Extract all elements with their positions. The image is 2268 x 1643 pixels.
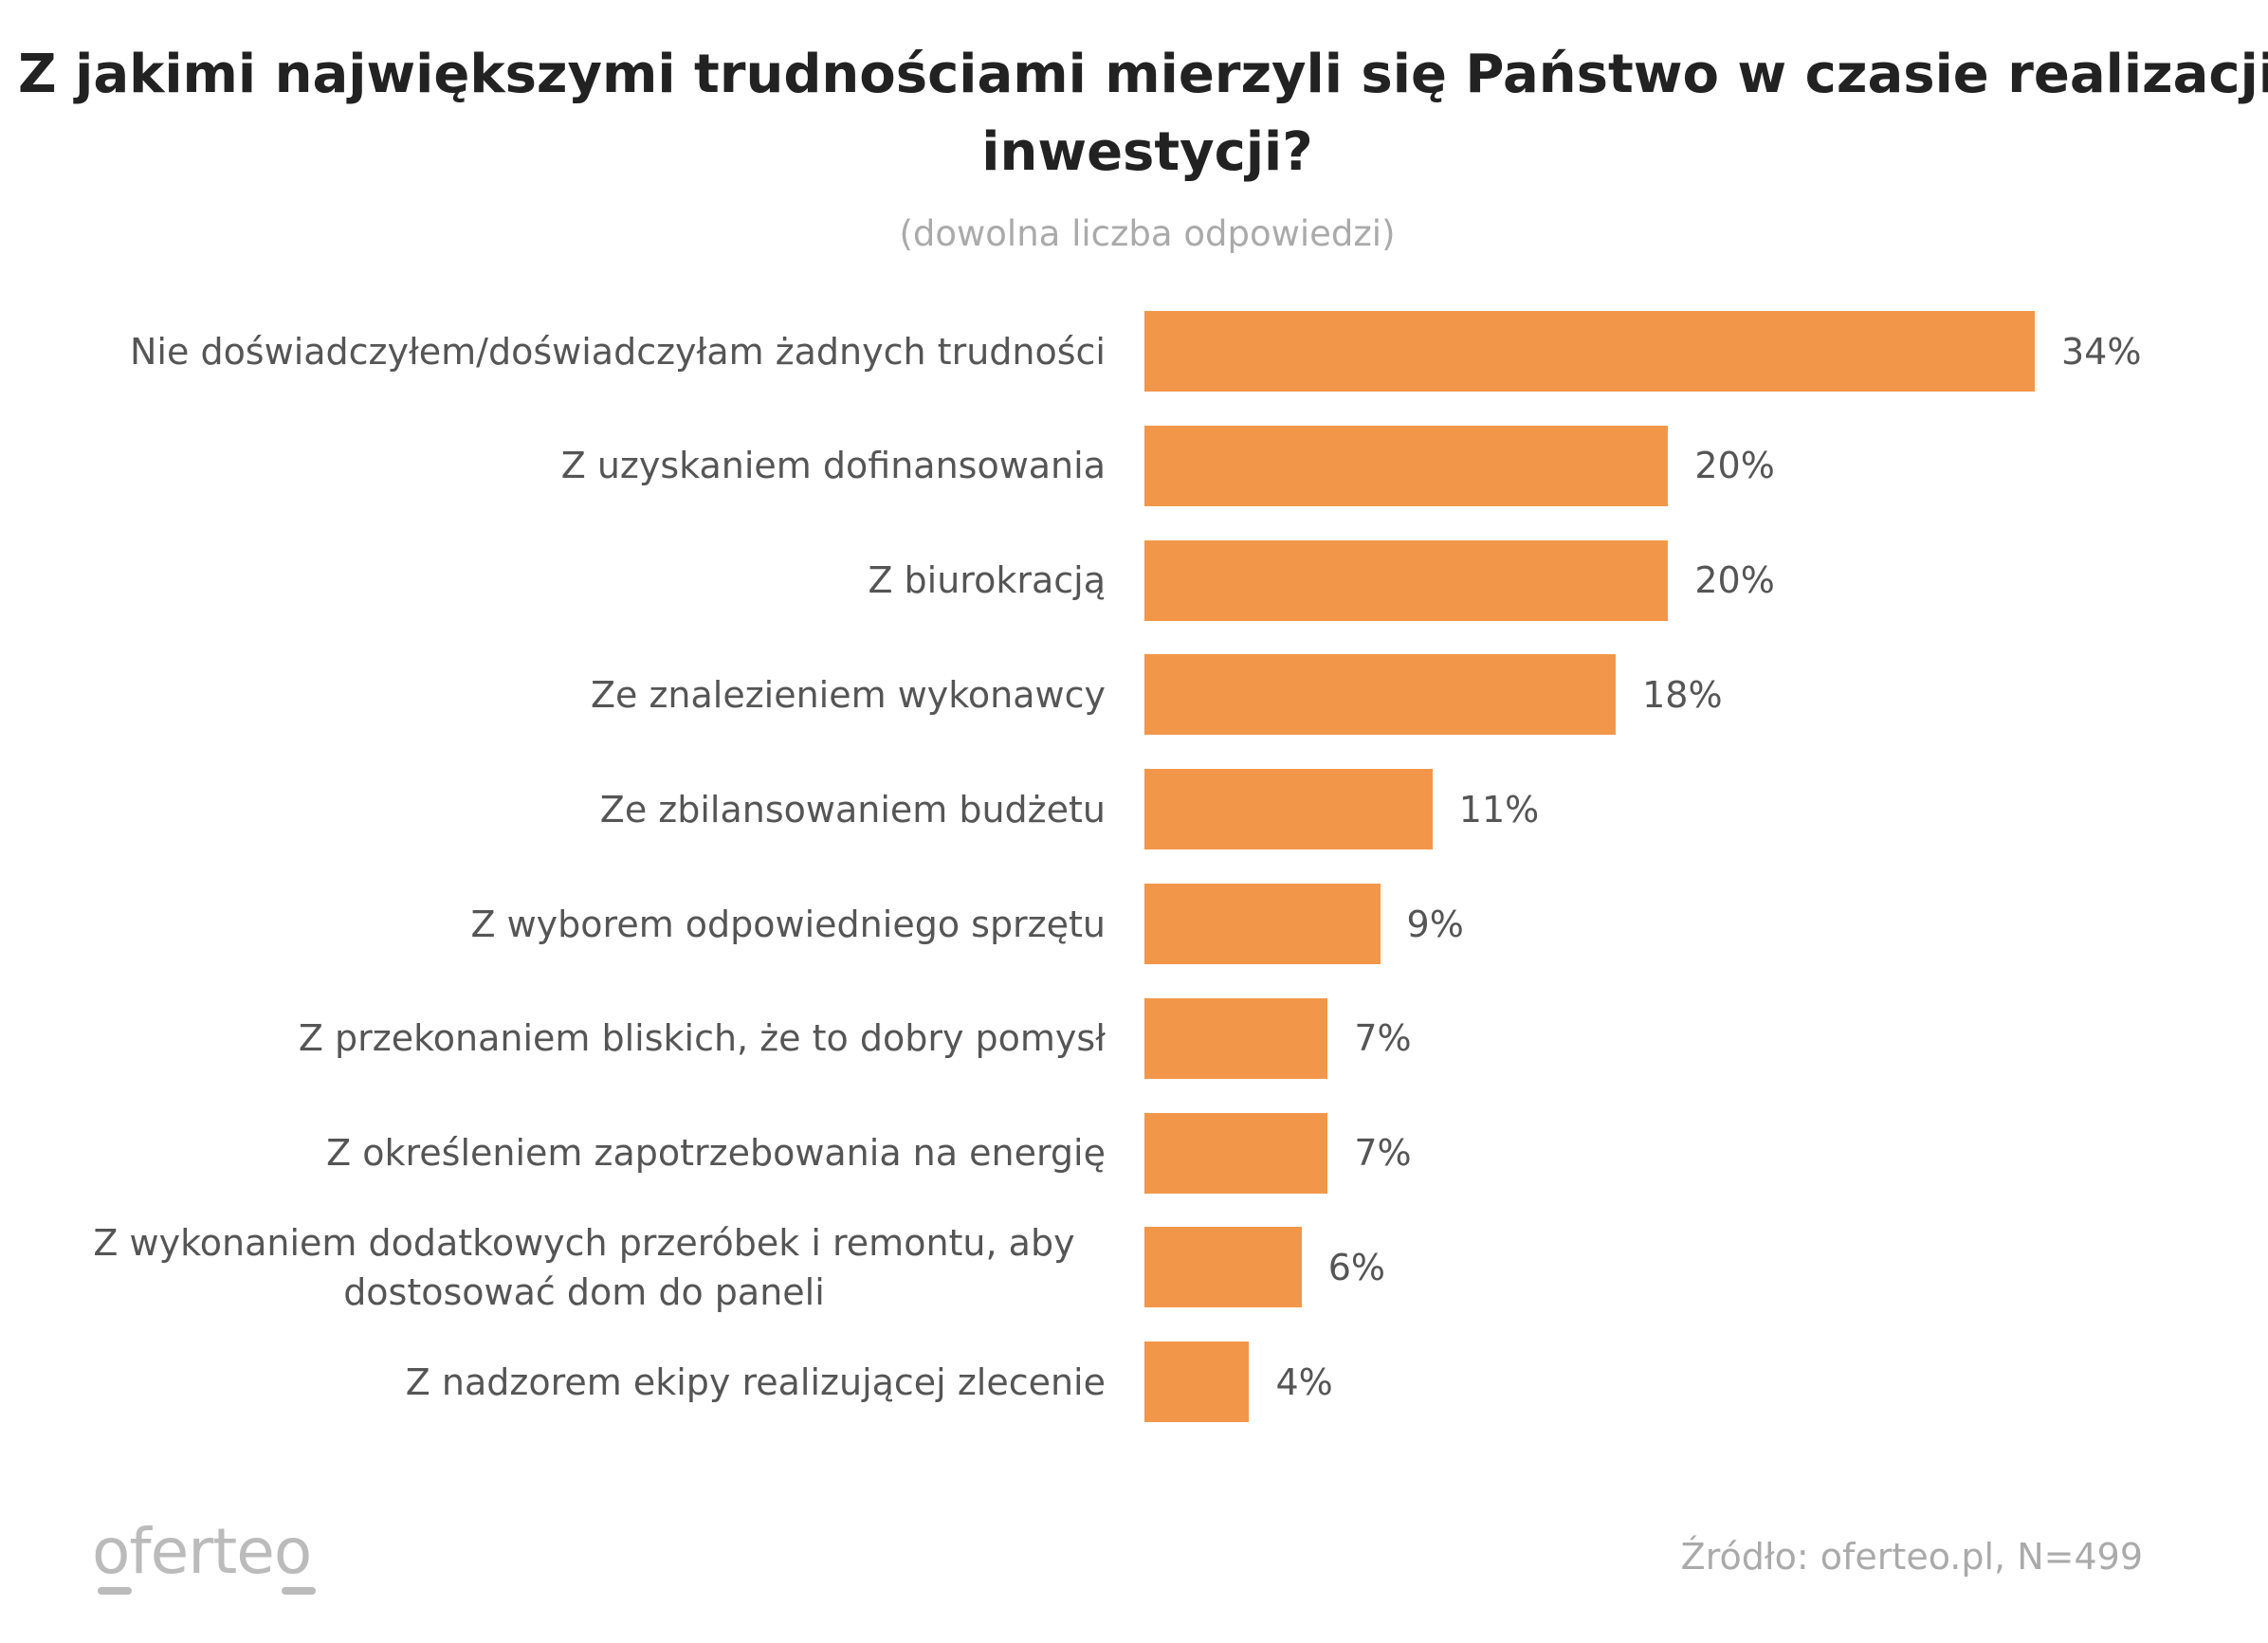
logo-text: oferteo — [92, 1515, 312, 1588]
bar — [1144, 654, 1617, 736]
value-label: 7% — [1354, 1017, 1412, 1060]
bar — [1144, 769, 1433, 850]
category-label: Z wykonaniem dodatkowych przeróbek i rem… — [93, 1221, 1075, 1313]
value-label: 18% — [1642, 673, 1723, 716]
category-label: Z przekonaniem bliskich, że to dobry pom… — [298, 1017, 1106, 1060]
category-label: Ze znalezieniem wykonawcy — [590, 673, 1106, 716]
oferteo-logo: oferteo — [92, 1515, 316, 1595]
bar — [1144, 1112, 1328, 1194]
category-label: Nie doświadczyłem/doświadczyłam żadnych … — [130, 330, 1106, 373]
chart-title: Z jakimi największymi trudnościami mierz… — [18, 44, 2268, 183]
logo-underline — [98, 1587, 132, 1595]
value-label: 20% — [1694, 445, 1775, 487]
bar — [1144, 997, 1328, 1079]
value-label: 9% — [1406, 903, 1464, 945]
value-label: 7% — [1354, 1132, 1412, 1175]
value-label: 20% — [1694, 559, 1775, 602]
category-label: Z określeniem zapotrzebowania na energię — [326, 1132, 1106, 1175]
value-label: 11% — [1458, 788, 1540, 831]
bar — [1144, 884, 1381, 964]
category-label: Z uzyskaniem dofinansowania — [560, 445, 1106, 487]
chart-subtitle: (dowolna liczba odpowiedzi) — [899, 213, 1396, 254]
bar — [1144, 311, 2035, 392]
bar — [1144, 425, 1669, 506]
logo-underline — [282, 1587, 316, 1595]
value-label: 6% — [1327, 1246, 1385, 1288]
value-label: 4% — [1275, 1360, 1333, 1403]
bar — [1144, 1342, 1250, 1423]
category-label: Z wyborem odpowiedniego sprzętu — [470, 903, 1106, 945]
category-label: Z nadzorem ekipy realizującej zlecenie — [405, 1360, 1106, 1403]
bar — [1144, 1227, 1302, 1308]
bar — [1144, 539, 1669, 621]
category-label: Ze zbilansowaniem budżetu — [599, 788, 1106, 831]
category-label: Z biurokracją — [868, 559, 1106, 602]
source-note: Źródło: oferteo.pl, N=499 — [1680, 1536, 2143, 1578]
value-label: 34% — [2061, 330, 2142, 373]
